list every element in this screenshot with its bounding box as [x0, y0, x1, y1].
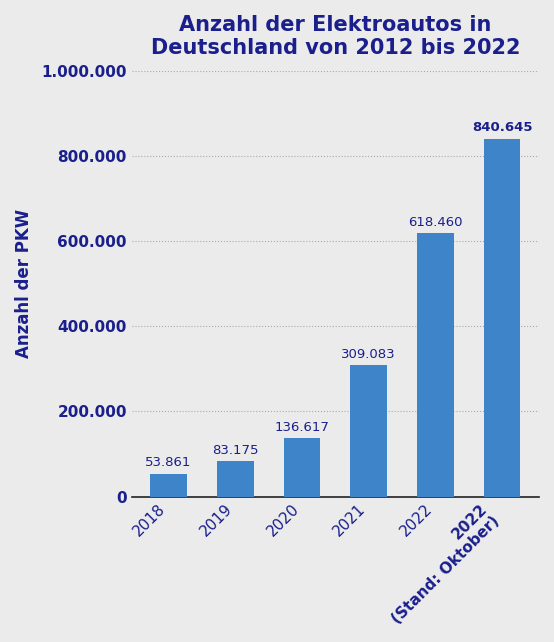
- Bar: [350, 365, 387, 496]
- Title: Anzahl der Elektroautos in
Deutschland von 2012 bis 2022: Anzahl der Elektroautos in Deutschland v…: [151, 15, 520, 58]
- Text: 83.175: 83.175: [212, 444, 259, 457]
- Bar: [484, 139, 521, 496]
- Bar: [217, 461, 254, 496]
- Text: 618.460: 618.460: [408, 216, 463, 229]
- Text: 136.617: 136.617: [275, 421, 330, 434]
- Text: 840.645: 840.645: [472, 121, 532, 134]
- Y-axis label: Anzahl der PKW: Anzahl der PKW: [15, 209, 33, 358]
- Text: 309.083: 309.083: [341, 348, 396, 361]
- Bar: [150, 474, 187, 496]
- Bar: [417, 233, 454, 496]
- Text: 53.861: 53.861: [145, 456, 192, 469]
- Bar: [284, 438, 320, 496]
